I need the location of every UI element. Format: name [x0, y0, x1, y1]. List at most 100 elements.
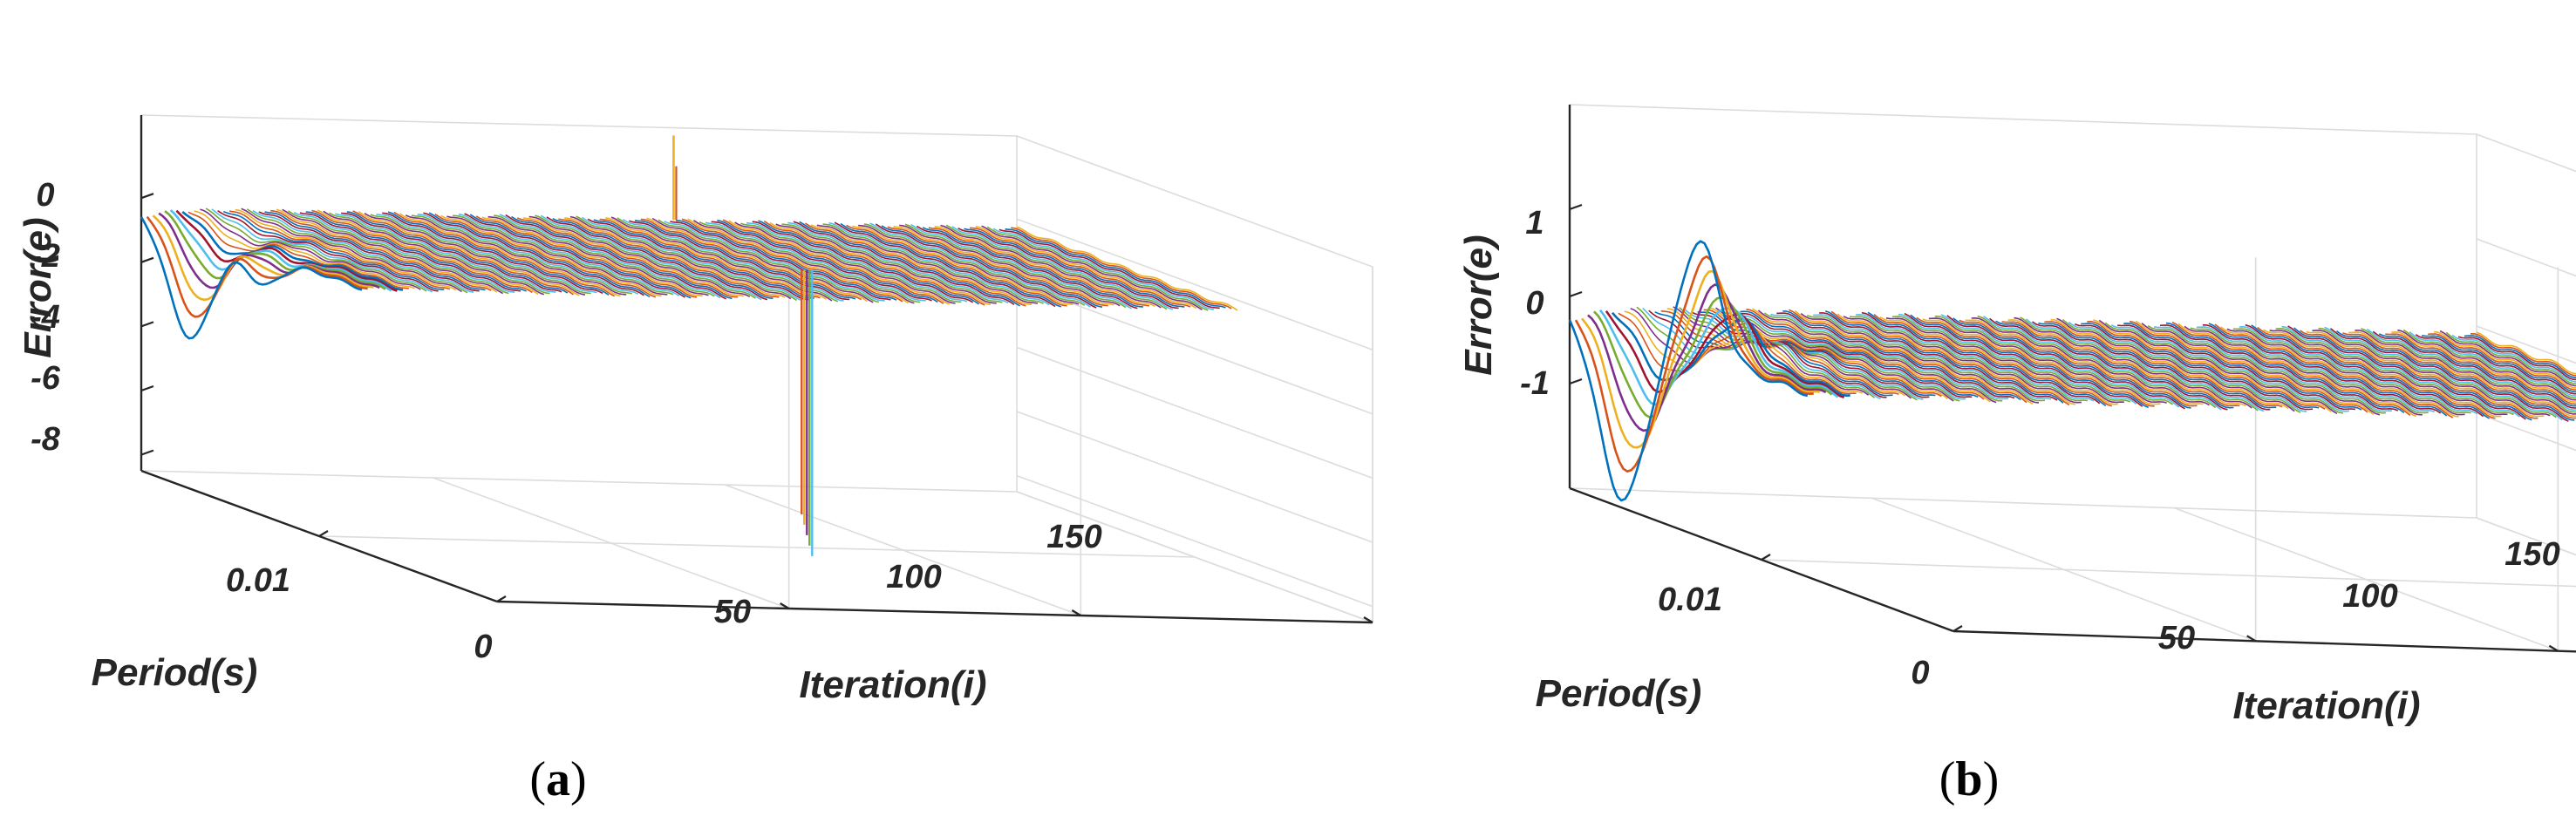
iteration-curve [928, 227, 1150, 307]
top-grid [1569, 104, 2477, 135]
iteration-curve [464, 213, 686, 298]
iteration-curve [2378, 333, 2576, 407]
iteration-curve [469, 214, 692, 299]
iteration-curve [2372, 330, 2576, 409]
iteration-curve [728, 220, 951, 305]
iteration-curve [822, 223, 1044, 304]
iteration-curve [2123, 323, 2362, 411]
y-tick-label: 150 [2504, 536, 2559, 573]
caption-a-letter: a [546, 752, 570, 806]
iteration-curve [970, 227, 1191, 308]
iteration-curve [1861, 311, 2101, 405]
iteration-curve [934, 226, 1155, 308]
iteration-curve [146, 215, 368, 318]
iteration-curve [605, 217, 827, 300]
wall-grid-line [2476, 412, 2576, 452]
iteration-curve [2093, 319, 2332, 412]
iteration-curve [2141, 323, 2381, 416]
iteration-curve [2397, 329, 2576, 401]
iteration-curve [2014, 316, 2252, 409]
iteration-curve [992, 228, 1215, 310]
iteration-curve [681, 218, 903, 303]
iteration-curve [1728, 311, 1966, 400]
iteration-curve [2117, 324, 2356, 411]
wall-grid-line [2476, 238, 2576, 277]
iteration-curve [1011, 227, 1232, 309]
iteration-curve [692, 220, 915, 304]
iteration-curve [587, 218, 809, 301]
iteration-curve [341, 212, 562, 293]
grid-a [140, 114, 1373, 623]
z-tick-label: 1 [1525, 205, 1544, 241]
iteration-curve [1934, 316, 2174, 405]
iteration-curve [1977, 315, 2216, 409]
x-tick-label: 0 [474, 629, 492, 665]
iteration-curve [346, 211, 569, 294]
iteration-curve [887, 226, 1108, 307]
iteration-curve [352, 210, 574, 296]
x-axis-label: Period(s) [92, 651, 258, 694]
iteration-curve [2257, 326, 2496, 419]
iteration-curve [2026, 318, 2265, 412]
z-axis-label: Error(e) [1457, 235, 1500, 375]
iteration-curve [387, 211, 610, 296]
y-tick [1071, 609, 1081, 616]
iteration-curve [241, 207, 462, 293]
iteration-curve [411, 214, 633, 295]
iteration-curve [1740, 310, 1979, 398]
top-grid [140, 114, 1018, 137]
iteration-curve [1916, 316, 2155, 407]
iteration-curve [1837, 313, 2076, 405]
iteration-curve [569, 215, 792, 300]
iteration-curve [951, 226, 1174, 310]
iteration-curve [2087, 320, 2326, 410]
iteration-curve [1770, 313, 2009, 400]
iteration-curve [1782, 310, 2021, 401]
iteration-curve [2177, 323, 2417, 418]
iteration-curve [1928, 317, 2167, 404]
iteration-curve [676, 220, 897, 301]
iteration-curve [769, 221, 992, 306]
iteration-curve [1757, 309, 1997, 404]
z-tick-label: -4 [31, 299, 60, 336]
iteration-curve [540, 214, 762, 301]
iteration-curve [382, 212, 603, 295]
iteration-curve [2355, 330, 2576, 415]
iteration-curve [2068, 322, 2307, 412]
iteration-curve [2445, 331, 2576, 384]
iteration-curve [640, 218, 862, 301]
iteration-curve [552, 217, 773, 299]
iteration-curve [276, 208, 498, 293]
iteration-curve [446, 215, 668, 296]
iteration-curve [2385, 333, 2576, 405]
iteration-curve [2220, 326, 2459, 418]
iteration-curve [899, 224, 1121, 307]
iteration-curve [158, 212, 380, 289]
iteration-curve [964, 228, 1185, 308]
iteration-curve [787, 221, 1009, 304]
iteration-curve [1806, 315, 2046, 402]
iteration-curve [1940, 314, 2180, 408]
iteration-curve [440, 214, 662, 297]
iteration-curve [1843, 316, 2082, 404]
iteration-curve [722, 219, 944, 304]
iteration-curve [2330, 328, 2569, 422]
iteration-curve [270, 209, 492, 291]
iteration-curve [164, 210, 386, 290]
iteration-curve [305, 211, 527, 292]
x-tick-label: 0 [1911, 655, 1929, 691]
iteration-curve [2287, 325, 2526, 420]
iteration-curve [1995, 320, 2234, 409]
iteration-curve [781, 223, 1003, 303]
iteration-curve [246, 208, 468, 294]
iteration-curve [458, 213, 680, 296]
iteration-curve [599, 218, 821, 299]
z-tick-label: -1 [1520, 365, 1550, 402]
iteration-curve [2422, 335, 2576, 393]
iteration-curve [610, 216, 833, 302]
iteration-curve [658, 219, 880, 303]
iteration-curve [1989, 317, 2228, 411]
iteration-curve [576, 215, 798, 302]
iteration-curve [763, 221, 985, 306]
iteration-curve [2306, 330, 2545, 418]
